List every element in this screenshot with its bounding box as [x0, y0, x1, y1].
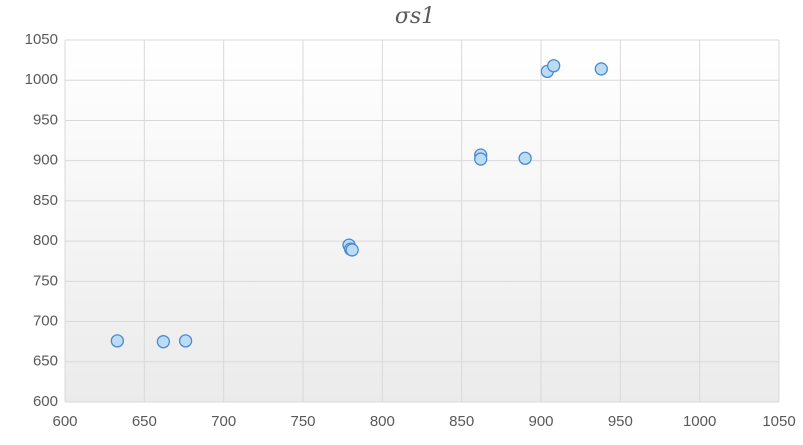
x-tick-label: 600 [52, 413, 77, 430]
y-tick-label: 1000 [25, 71, 58, 88]
x-tick-label: 700 [211, 413, 236, 430]
point [594, 62, 608, 76]
y-tick-label: 700 [33, 313, 58, 330]
x-tick-label: 900 [528, 413, 553, 430]
y-tick-label: 850 [33, 192, 58, 209]
y-tick-label: 600 [33, 393, 58, 410]
y-tick-label: 750 [33, 272, 58, 289]
y-tick-label: 800 [33, 232, 58, 249]
point [547, 59, 561, 73]
point [110, 334, 125, 348]
x-tick-label: 850 [449, 413, 474, 430]
chart-title: σs1 [395, 4, 435, 29]
point [156, 335, 171, 349]
x-tick-label: 950 [608, 413, 633, 430]
x-tick-label: 750 [290, 413, 315, 430]
y-tick-label: 1050 [25, 31, 58, 48]
y-tick-label: 900 [33, 152, 58, 169]
y-tick-label: 650 [33, 353, 58, 370]
point [345, 243, 359, 257]
x-tick-label: 1050 [762, 413, 795, 430]
point [474, 152, 488, 166]
plot-area [65, 40, 779, 402]
y-tick-label: 950 [33, 111, 58, 128]
point [178, 334, 193, 348]
x-tick-label: 800 [370, 413, 395, 430]
x-tick-label: 1000 [683, 413, 716, 430]
x-tick-label: 650 [132, 413, 157, 430]
point [518, 151, 532, 165]
